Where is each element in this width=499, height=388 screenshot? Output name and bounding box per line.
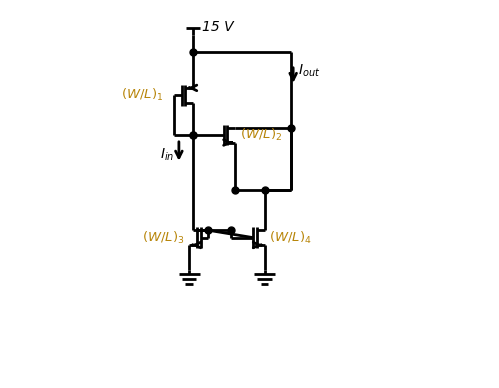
Text: $I_{in}$: $I_{in}$	[160, 146, 174, 163]
Text: $(W/L)_2$: $(W/L)_2$	[240, 127, 282, 143]
Text: $(W/L)_4$: $(W/L)_4$	[269, 230, 312, 246]
Text: 15 V: 15 V	[202, 20, 234, 34]
Text: $(W/L)_3$: $(W/L)_3$	[142, 230, 185, 246]
Text: $(W/L)_1$: $(W/L)_1$	[121, 87, 163, 103]
Text: $I_{out}$: $I_{out}$	[298, 62, 320, 79]
